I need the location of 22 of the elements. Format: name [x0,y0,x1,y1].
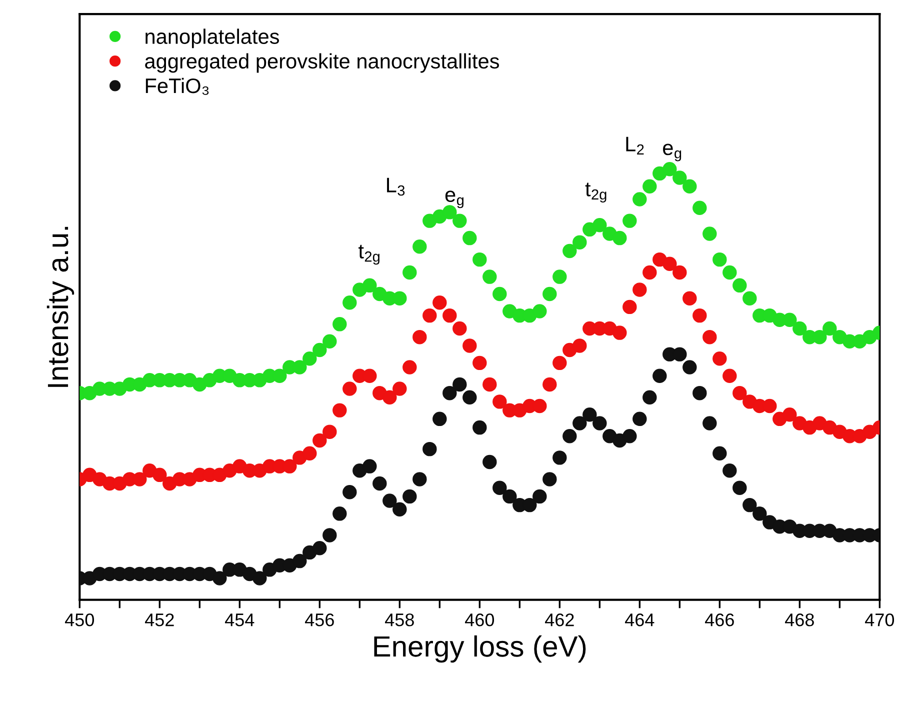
legend-label: nanoplatelates [146,28,279,48]
legend-label: FeTiO₃ [146,78,209,95]
x-tick-label: 450 [64,613,94,626]
x-tick-label: 470 [865,613,894,626]
y-axis-title: Intensity a.u. [46,226,74,387]
annotation: L$_{3}$ [387,178,405,196]
x-tick-label: 462 [545,613,574,626]
x-tick-label: 454 [225,614,254,626]
x-tick-label: 468 [785,613,814,626]
x-tick-label: 458 [385,613,414,626]
annotation: t$_{2g}$ [585,182,606,203]
x-tick-label: 466 [705,613,734,626]
x-tick-label: 456 [305,613,334,626]
x-tick-label: 464 [625,613,654,626]
annotation: e$_{g}$ [445,190,464,208]
text: e$_{g}$ [663,144,682,162]
annotation: t$_{2g}$ [358,244,380,265]
text: L$_{2}$ [626,136,644,155]
legend-label: aggregated perovskite nanocrystallites [145,53,499,73]
x-tick-label: 452 [144,613,174,626]
x-axis-title: Energy loss (eV) [374,635,586,663]
x-tick-label: 460 [465,613,494,626]
